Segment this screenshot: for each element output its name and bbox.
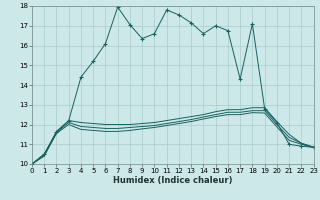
X-axis label: Humidex (Indice chaleur): Humidex (Indice chaleur) [113,176,233,185]
